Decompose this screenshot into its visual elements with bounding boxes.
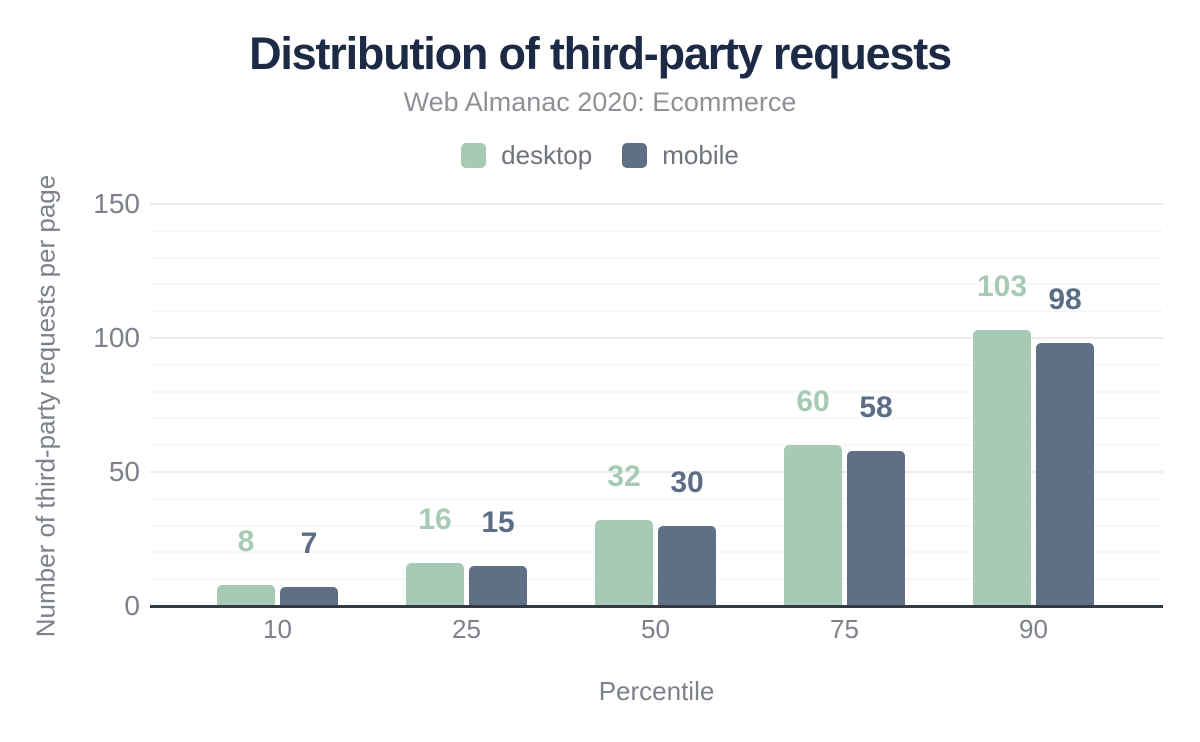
gridline-80 (150, 390, 1163, 393)
gridline-150 (150, 203, 1163, 205)
gridline-30 (150, 524, 1163, 527)
desktop-bar-p75: 60 (784, 387, 842, 606)
gridline-20 (150, 551, 1163, 554)
mobile-legend-label: mobile (662, 140, 739, 170)
mobile-bar-p75: 58 (847, 392, 905, 606)
chart-title: Distribution of third-party requests (249, 28, 952, 79)
desktop-bar-value-p10: 8 (237, 524, 255, 558)
mobile-bar-p10: 7 (280, 529, 338, 606)
gridline-40 (150, 497, 1163, 500)
mobile-bar-value-p10: 7 (300, 527, 318, 561)
desktop-bar-value-p25: 16 (418, 503, 452, 537)
y-tick-0: 0 (124, 590, 140, 621)
gridline-90 (150, 363, 1163, 366)
chart-subtitle: Web Almanac 2020: Ecommerce (403, 87, 797, 117)
legend-item-desktop: desktop (461, 140, 592, 171)
desktop-bar-p10: 8 (217, 526, 275, 606)
legend-item-mobile: mobile (622, 140, 739, 171)
desktop-bar-p50: 32 (595, 462, 653, 606)
gridline-110 (150, 310, 1163, 313)
bar-group-p10: 8 7 10 (183, 204, 372, 642)
gridline-130 (150, 256, 1163, 259)
x-tick-25: 25 (452, 614, 481, 644)
mobile-bar-value-p50: 30 (670, 465, 704, 499)
gridline-100 (150, 337, 1163, 339)
x-axis-line (150, 605, 1163, 608)
x-tick-75: 75 (830, 614, 859, 644)
mobile-bar-p50: 30 (658, 467, 716, 606)
gridline-140 (150, 229, 1163, 232)
mobile-bar-value-p90: 98 (1048, 283, 1082, 317)
y-tick-50: 50 (108, 456, 140, 487)
mobile-bar-p90: 98 (1036, 285, 1094, 606)
bar-groups: 8 7 10 16 15 25 32 30 50 60 58 75 103 98 90 (183, 204, 1128, 642)
y-axis-title: Number of third-party requests per page (30, 174, 61, 638)
x-tick-10: 10 (263, 614, 292, 644)
bar-group-p50: 32 30 50 (561, 204, 750, 642)
gridline-50 (150, 471, 1163, 473)
x-tick-90: 90 (1019, 614, 1048, 644)
mobile-bar-p25: 15 (469, 507, 527, 606)
mobile-bar-value-p75: 58 (859, 390, 893, 424)
bar-group-p90: 103 98 90 (939, 204, 1128, 642)
desktop-bar-value-p50: 32 (607, 460, 641, 494)
desktop-bar-p90: 103 (973, 271, 1031, 606)
y-tick-100: 100 (93, 322, 140, 353)
bar-group-p75: 60 58 75 (750, 204, 939, 642)
mobile-bar-value-p25: 15 (481, 505, 515, 539)
plot-area: 8 7 10 16 15 25 32 30 50 60 58 75 103 98 90 (150, 203, 1163, 642)
desktop-legend-label: desktop (501, 140, 593, 170)
gridline-60 (150, 444, 1163, 447)
desktop-bar-value-p90: 103 (976, 269, 1028, 303)
gridline-70 (150, 417, 1163, 420)
x-tick-50: 50 (641, 614, 670, 644)
legend: desktop mobile (0, 140, 1200, 171)
desktop-legend-swatch (461, 143, 487, 168)
desktop-bar-p25: 16 (406, 505, 464, 606)
x-axis-title: Percentile (598, 676, 715, 706)
bar-group-p25: 16 15 25 (372, 204, 561, 642)
mobile-legend-swatch (622, 143, 648, 168)
desktop-bar-value-p75: 60 (796, 385, 830, 419)
gridline-120 (150, 283, 1163, 286)
gridline-10 (150, 578, 1163, 581)
y-tick-150: 150 (93, 188, 140, 219)
